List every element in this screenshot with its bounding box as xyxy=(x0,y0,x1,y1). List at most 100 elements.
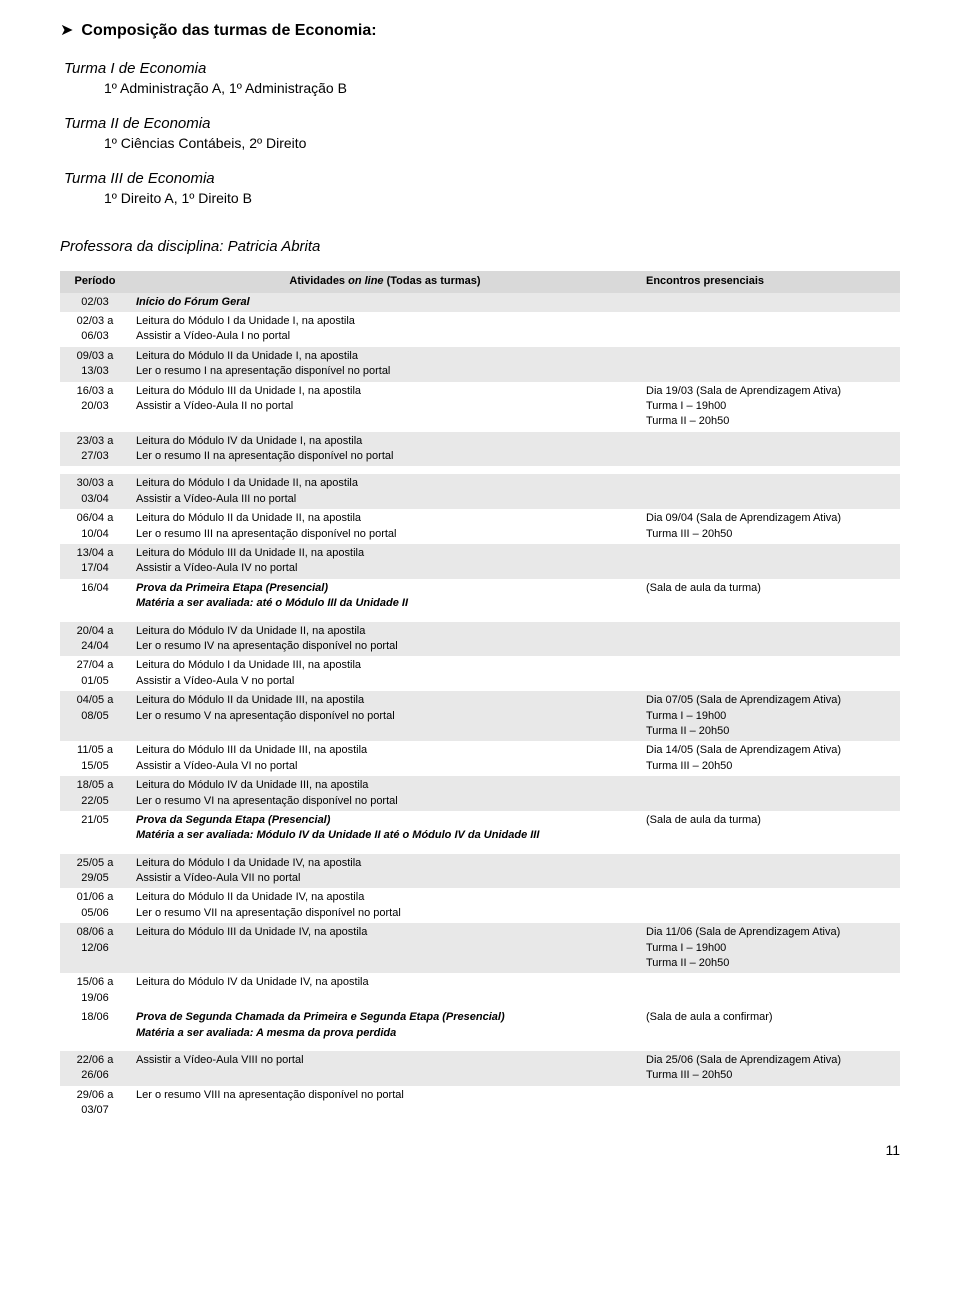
cell-activity: Início do Fórum Geral xyxy=(130,293,640,312)
table-row: 18/06Prova de Segunda Chamada da Primeir… xyxy=(60,1008,900,1043)
table-row: 23/03 a 27/03Leitura do Módulo IV da Uni… xyxy=(60,432,900,467)
table-row: 09/03 a 13/03Leitura do Módulo II da Uni… xyxy=(60,347,900,382)
cell-activity: Ler o resumo VIII na apresentação dispon… xyxy=(130,1086,640,1121)
col-periodo: Período xyxy=(60,271,130,292)
table-row: 08/06 a 12/06Leitura do Módulo III da Un… xyxy=(60,923,900,973)
cell-activity: Assistir a Vídeo-Aula VIII no portal xyxy=(130,1051,640,1086)
cell-period: 11/05 a 15/05 xyxy=(60,741,130,776)
cell-encounter xyxy=(640,656,900,691)
cell-activity: Leitura do Módulo IV da Unidade I, na ap… xyxy=(130,432,640,467)
schedule-table: Período Atividades on line (Todas as tur… xyxy=(60,271,900,1120)
cell-activity: Leitura do Módulo IV da Unidade IV, na a… xyxy=(130,973,640,1008)
cell-activity: Leitura do Módulo IV da Unidade III, na … xyxy=(130,776,640,811)
cell-activity: Leitura do Módulo III da Unidade II, na … xyxy=(130,544,640,579)
cell-activity: Leitura do Módulo IV da Unidade II, na a… xyxy=(130,622,640,657)
turma-desc: 1º Direito A, 1º Direito B xyxy=(104,189,900,209)
cell-activity: Prova de Segunda Chamada da Primeira e S… xyxy=(130,1008,640,1043)
cell-period: 18/06 xyxy=(60,1008,130,1043)
table-row: 04/05 a 08/05Leitura do Módulo II da Uni… xyxy=(60,691,900,741)
cell-encounter xyxy=(640,312,900,347)
table-row: 27/04 a 01/05Leitura do Módulo I da Unid… xyxy=(60,656,900,691)
cell-activity: Prova da Segunda Etapa (Presencial)Matér… xyxy=(130,811,640,846)
cell-encounter: Dia 09/04 (Sala de Aprendizagem Ativa)Tu… xyxy=(640,509,900,544)
cell-activity: Leitura do Módulo II da Unidade II, na a… xyxy=(130,509,640,544)
page-number: 11 xyxy=(60,1141,900,1161)
cell-activity: Leitura do Módulo III da Unidade III, na… xyxy=(130,741,640,776)
cell-period: 02/03 xyxy=(60,293,130,312)
turma-block: Turma I de Economia1º Administração A, 1… xyxy=(64,58,900,99)
cell-activity: Prova da Primeira Etapa (Presencial)Maté… xyxy=(130,579,640,614)
cell-period: 16/04 xyxy=(60,579,130,614)
cell-encounter xyxy=(640,544,900,579)
turma-name: Turma III de Economia xyxy=(64,168,900,189)
cell-encounter xyxy=(640,854,900,889)
cell-encounter: Dia 11/06 (Sala de Aprendizagem Ativa)Tu… xyxy=(640,923,900,973)
cell-activity: Leitura do Módulo III da Unidade I, na a… xyxy=(130,382,640,432)
cell-activity: Leitura do Módulo I da Unidade III, na a… xyxy=(130,656,640,691)
cell-encounter: Dia 14/05 (Sala de Aprendizagem Ativa)Tu… xyxy=(640,741,900,776)
cell-activity: Leitura do Módulo II da Unidade I, na ap… xyxy=(130,347,640,382)
cell-period: 08/06 a 12/06 xyxy=(60,923,130,973)
table-row: 25/05 a 29/05Leitura do Módulo I da Unid… xyxy=(60,854,900,889)
cell-period: 25/05 a 29/05 xyxy=(60,854,130,889)
cell-activity: Leitura do Módulo III da Unidade IV, na … xyxy=(130,923,640,973)
turma-desc: 1º Administração A, 1º Administração B xyxy=(104,79,900,99)
cell-period: 20/04 a 24/04 xyxy=(60,622,130,657)
table-row: 18/05 a 22/05Leitura do Módulo IV da Uni… xyxy=(60,776,900,811)
cell-encounter: (Sala de aula da turma) xyxy=(640,579,900,614)
table-row: 13/04 a 17/04Leitura do Módulo III da Un… xyxy=(60,544,900,579)
cell-encounter: (Sala de aula da turma) xyxy=(640,811,900,846)
table-row: 15/06 a 19/06Leitura do Módulo IV da Uni… xyxy=(60,973,900,1008)
cell-encounter: (Sala de aula a confirmar) xyxy=(640,1008,900,1043)
cell-period: 16/03 a 20/03 xyxy=(60,382,130,432)
turma-block: Turma III de Economia1º Direito A, 1º Di… xyxy=(64,168,900,209)
turmas-container: Turma I de Economia1º Administração A, 1… xyxy=(60,58,900,208)
cell-period: 29/06 a 03/07 xyxy=(60,1086,130,1121)
cell-period: 06/04 a 10/04 xyxy=(60,509,130,544)
cell-encounter xyxy=(640,973,900,1008)
arrow-icon: ➤ xyxy=(60,20,73,42)
professor-line: Professora da disciplina: Patricia Abrit… xyxy=(60,236,900,257)
col-atividades: Atividades on line (Todas as turmas) xyxy=(130,271,640,292)
cell-period: 01/06 a 05/06 xyxy=(60,888,130,923)
cell-period: 09/03 a 13/03 xyxy=(60,347,130,382)
cell-period: 30/03 a 03/04 xyxy=(60,474,130,509)
table-row: 01/06 a 05/06Leitura do Módulo II da Uni… xyxy=(60,888,900,923)
cell-period: 02/03 a 06/03 xyxy=(60,312,130,347)
spacer-row xyxy=(60,614,900,622)
table-row: 02/03 a 06/03Leitura do Módulo I da Unid… xyxy=(60,312,900,347)
turma-name: Turma I de Economia xyxy=(64,58,900,79)
section-title: Composição das turmas de Economia: xyxy=(81,20,376,42)
cell-encounter xyxy=(640,474,900,509)
table-header-row: Período Atividades on line (Todas as tur… xyxy=(60,271,900,292)
cell-period: 23/03 a 27/03 xyxy=(60,432,130,467)
cell-encounter: Dia 07/05 (Sala de Aprendizagem Ativa)Tu… xyxy=(640,691,900,741)
cell-encounter xyxy=(640,776,900,811)
table-row: 29/06 a 03/07Ler o resumo VIII na aprese… xyxy=(60,1086,900,1121)
cell-period: 04/05 a 08/05 xyxy=(60,691,130,741)
table-row: 06/04 a 10/04Leitura do Módulo II da Uni… xyxy=(60,509,900,544)
cell-period: 13/04 a 17/04 xyxy=(60,544,130,579)
cell-encounter: Dia 19/03 (Sala de Aprendizagem Ativa)Tu… xyxy=(640,382,900,432)
cell-encounter xyxy=(640,432,900,467)
cell-activity: Leitura do Módulo II da Unidade III, na … xyxy=(130,691,640,741)
cell-activity: Leitura do Módulo I da Unidade IV, na ap… xyxy=(130,854,640,889)
cell-period: 22/06 a 26/06 xyxy=(60,1051,130,1086)
cell-activity: Leitura do Módulo II da Unidade IV, na a… xyxy=(130,888,640,923)
table-row: 20/04 a 24/04Leitura do Módulo IV da Uni… xyxy=(60,622,900,657)
spacer-row xyxy=(60,1043,900,1051)
cell-activity: Leitura do Módulo I da Unidade I, na apo… xyxy=(130,312,640,347)
table-row: 16/03 a 20/03Leitura do Módulo III da Un… xyxy=(60,382,900,432)
col-encontros: Encontros presenciais xyxy=(640,271,900,292)
turma-desc: 1º Ciências Contábeis, 2º Direito xyxy=(104,134,900,154)
cell-period: 21/05 xyxy=(60,811,130,846)
section-title-row: ➤ Composição das turmas de Economia: xyxy=(60,20,900,42)
table-row: 21/05Prova da Segunda Etapa (Presencial)… xyxy=(60,811,900,846)
table-row: 11/05 a 15/05Leitura do Módulo III da Un… xyxy=(60,741,900,776)
cell-period: 18/05 a 22/05 xyxy=(60,776,130,811)
turma-name: Turma II de Economia xyxy=(64,113,900,134)
cell-encounter: Dia 25/06 (Sala de Aprendizagem Ativa)Tu… xyxy=(640,1051,900,1086)
spacer-row xyxy=(60,466,900,474)
cell-period: 27/04 a 01/05 xyxy=(60,656,130,691)
table-row: 02/03Início do Fórum Geral xyxy=(60,293,900,312)
